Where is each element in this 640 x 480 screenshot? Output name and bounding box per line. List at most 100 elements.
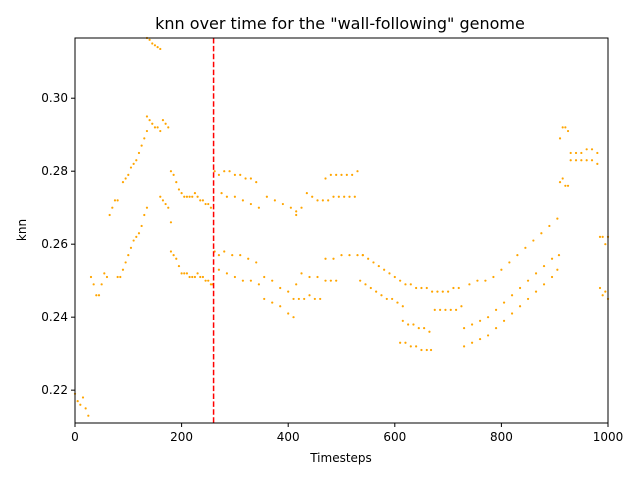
data-point — [340, 254, 343, 257]
data-point — [420, 286, 423, 290]
data-point — [223, 170, 226, 173]
data-point — [470, 341, 474, 344]
data-point — [132, 239, 135, 242]
data-point — [199, 199, 202, 202]
data-point — [201, 199, 205, 202]
data-point — [159, 195, 162, 198]
data-point — [534, 272, 538, 275]
data-point — [556, 217, 559, 220]
data-point — [287, 312, 290, 315]
data-point — [478, 319, 482, 322]
data-point — [468, 283, 471, 286]
data-point — [415, 286, 418, 290]
data-point — [233, 173, 236, 176]
data-point — [151, 42, 154, 45]
data-point — [249, 177, 252, 180]
data-point — [116, 275, 119, 279]
data-point — [441, 290, 444, 293]
data-point — [188, 275, 191, 279]
data-point — [183, 195, 186, 198]
data-point — [145, 115, 149, 118]
data-point — [207, 279, 210, 282]
data-point — [89, 275, 93, 279]
data-point — [121, 181, 125, 184]
data-point — [558, 137, 562, 140]
data-point — [213, 170, 216, 173]
data-point — [348, 195, 351, 198]
data-point — [297, 297, 300, 301]
data-point — [228, 170, 231, 173]
data-point — [175, 257, 178, 260]
data-point — [217, 173, 221, 176]
data-point — [356, 254, 359, 257]
data-point — [100, 283, 103, 286]
plot-frame — [74, 37, 609, 424]
data-point — [97, 294, 101, 297]
data-point — [137, 151, 141, 155]
data-point — [447, 290, 450, 293]
data-point — [598, 235, 602, 238]
data-point — [295, 210, 298, 213]
data-point — [143, 213, 146, 217]
data-point — [169, 170, 173, 173]
data-point — [585, 148, 588, 151]
data-point — [367, 257, 370, 260]
data-point — [425, 286, 428, 290]
data-point — [502, 319, 506, 322]
data-point — [188, 195, 191, 198]
data-point — [580, 151, 583, 155]
data-point — [183, 272, 186, 275]
data-point — [87, 414, 90, 417]
x-axis: 0 200 400 600 800 1000 — [71, 423, 623, 444]
data-point — [508, 261, 511, 264]
data-point — [231, 254, 234, 257]
data-point — [399, 279, 402, 282]
data-point — [556, 268, 559, 271]
data-point — [129, 246, 133, 249]
data-point — [233, 275, 236, 279]
data-point — [393, 275, 396, 279]
data-point — [289, 206, 292, 209]
data-point — [364, 283, 367, 286]
data-point — [185, 195, 189, 198]
data-point — [359, 279, 362, 282]
data-point — [534, 290, 538, 293]
data-point — [241, 199, 244, 202]
data-points — [73, 36, 610, 417]
data-point — [191, 195, 194, 198]
data-point — [391, 297, 394, 301]
data-point — [145, 129, 149, 133]
data-point — [409, 345, 412, 348]
data-point — [271, 279, 274, 282]
data-point — [444, 308, 447, 311]
data-point — [233, 195, 236, 198]
data-point — [526, 279, 530, 282]
x-tick-label: 0 — [71, 430, 79, 444]
data-point — [417, 327, 420, 330]
data-point — [257, 283, 260, 286]
data-point — [516, 254, 519, 257]
chart-title: knn over time for the "wall-following" g… — [155, 14, 525, 33]
data-point — [340, 173, 343, 176]
data-point — [407, 323, 410, 326]
data-point — [564, 126, 567, 129]
data-point — [185, 272, 189, 275]
data-point — [223, 250, 226, 253]
data-point — [292, 297, 295, 301]
data-point — [321, 199, 324, 202]
data-point — [532, 239, 535, 242]
data-point — [199, 275, 202, 279]
data-point — [164, 202, 167, 206]
data-point — [180, 272, 183, 275]
data-point — [164, 122, 167, 125]
data-point — [316, 275, 319, 279]
data-point — [84, 407, 87, 410]
data-point — [439, 308, 442, 311]
data-point — [265, 195, 268, 198]
data-point — [156, 126, 159, 129]
data-point — [191, 275, 194, 279]
data-point — [161, 199, 165, 202]
data-point — [308, 275, 311, 279]
data-point — [332, 195, 335, 198]
y-tick-label: 0.30 — [41, 91, 68, 105]
